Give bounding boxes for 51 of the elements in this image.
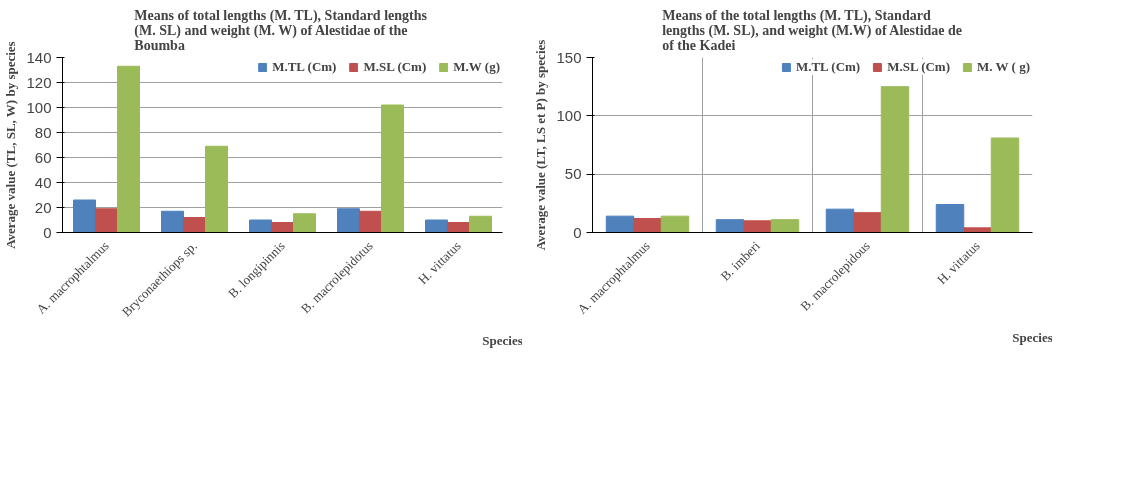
y-axis-title: Average value (LT, LS et P) by species bbox=[533, 39, 549, 251]
legend-label: M. W ( g) bbox=[977, 59, 1030, 75]
bar bbox=[660, 215, 690, 233]
legend-label: M.SL (Cm) bbox=[887, 59, 951, 75]
chart-title: Means of the total lengths (M. TL), Standard lengths (M. SL), and weight (M.W) of Alestidae de of the Kadei bbox=[662, 7, 963, 53]
y-tick-label: 150 bbox=[556, 48, 582, 66]
bar bbox=[935, 204, 965, 233]
x-axis-title: Species bbox=[482, 332, 523, 348]
bar bbox=[825, 208, 855, 233]
bar bbox=[271, 222, 294, 233]
bar bbox=[715, 219, 745, 233]
bar bbox=[381, 104, 404, 233]
bar bbox=[447, 222, 470, 233]
bar bbox=[117, 65, 140, 233]
y-tick-label: 60 bbox=[34, 148, 52, 166]
bar bbox=[770, 219, 800, 233]
bar bbox=[469, 215, 492, 233]
y-tick-label: 100 bbox=[556, 106, 582, 124]
bar bbox=[990, 137, 1020, 233]
y-tick-label: 120 bbox=[26, 73, 52, 91]
y-axis-title: Average value (TL, SL, W) by species bbox=[3, 41, 19, 249]
bar bbox=[963, 227, 992, 233]
bar bbox=[605, 215, 635, 233]
x-axis-title: Species bbox=[1012, 330, 1053, 346]
bar bbox=[359, 210, 382, 233]
legend-label: M.W (g) bbox=[453, 59, 500, 75]
y-tick-label: 100 bbox=[26, 98, 52, 116]
bar bbox=[880, 86, 910, 233]
bar bbox=[205, 145, 228, 233]
bar bbox=[183, 217, 206, 233]
legend-label: M.TL (Cm) bbox=[795, 59, 861, 75]
bar bbox=[425, 219, 448, 233]
y-tick-label: 0 bbox=[43, 223, 52, 241]
bar bbox=[337, 208, 360, 233]
legend-label: M.TL (Cm) bbox=[272, 59, 337, 75]
bar bbox=[95, 208, 118, 233]
legend-label: M.SL (Cm) bbox=[363, 59, 427, 75]
y-tick-label: 40 bbox=[34, 173, 52, 191]
bar bbox=[249, 219, 272, 233]
bar bbox=[853, 212, 882, 233]
y-tick-label: 0 bbox=[573, 223, 582, 241]
chart-title: Means of total lengths (M. TL), Standard lengths (M. SL) and weight (M. W) of Alestidae of the Boumba bbox=[134, 7, 428, 53]
y-tick-label: 80 bbox=[34, 123, 52, 141]
y-tick-label: 140 bbox=[26, 48, 52, 66]
bar bbox=[293, 213, 316, 233]
y-tick-label: 50 bbox=[564, 165, 582, 183]
y-tick-label: 20 bbox=[34, 198, 52, 216]
bar bbox=[633, 218, 662, 233]
bar bbox=[161, 210, 184, 233]
bar bbox=[73, 199, 96, 233]
bar bbox=[743, 220, 772, 233]
